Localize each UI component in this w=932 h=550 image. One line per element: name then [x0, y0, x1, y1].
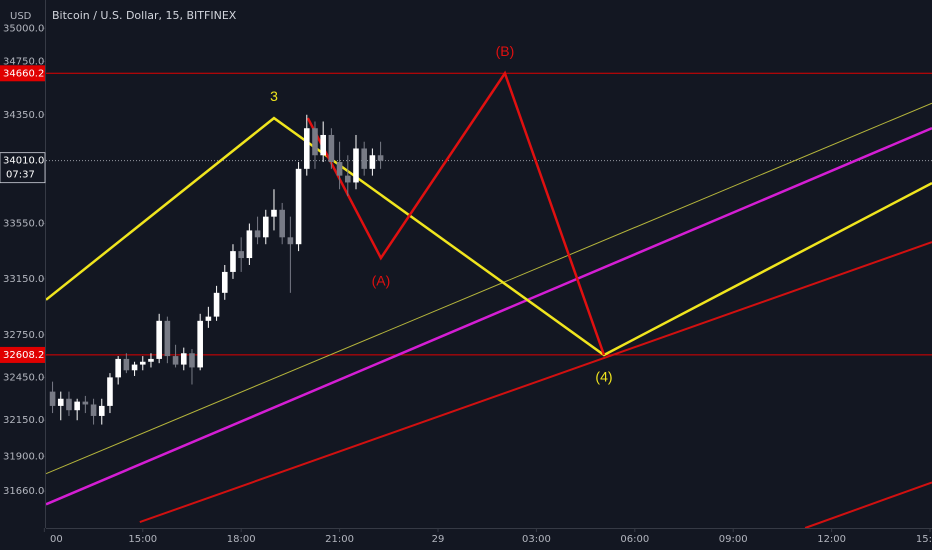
x-tick-label: 15:00 [128, 534, 157, 545]
price-label: 32608.2 [3, 350, 44, 361]
candle-body [238, 251, 244, 259]
candle-body [115, 358, 121, 378]
candle-body [180, 353, 187, 365]
trend-drawing [45, 102, 932, 475]
y-tick-label: 35000.0 [3, 23, 44, 34]
plot-area [45, 70, 932, 529]
trend-drawing [306, 70, 606, 356]
y-tick-label: 31660.0 [3, 486, 44, 497]
wave-label: (4) [595, 369, 612, 385]
price-label-box [0, 346, 45, 363]
candle-body [66, 398, 72, 411]
candle-body [139, 361, 146, 365]
candle-body [303, 128, 310, 169]
y-tick-label: 34750.0 [3, 56, 44, 67]
last-price-box [0, 152, 46, 184]
candle-body [49, 391, 56, 406]
candle-body [377, 155, 384, 161]
candle-body [271, 209, 277, 217]
trend-drawing [45, 127, 932, 506]
chart-title: Bitcoin / U.S. Dollar, 15, BITFINEX [52, 9, 237, 22]
x-tick-label: 15: [916, 534, 932, 545]
trend-drawing [804, 481, 932, 529]
candle-body [82, 401, 89, 405]
x-tick-label: 18:00 [227, 534, 256, 545]
candle-body [189, 353, 195, 368]
candle-body [148, 358, 154, 362]
candle-body [254, 230, 261, 238]
last-price-label: 34010.0 [3, 156, 44, 167]
candle-body [369, 155, 376, 169]
candle-body [164, 320, 171, 357]
candle-body [131, 364, 138, 371]
candle-body [230, 251, 236, 272]
candle-body [320, 134, 326, 156]
candle-body [361, 148, 367, 169]
y-tick-label: 32150.0 [3, 415, 44, 426]
candle-body [312, 128, 318, 156]
wave-label: (B) [496, 43, 515, 59]
candle-body [221, 271, 228, 293]
candle-body [246, 230, 253, 259]
x-tick-label: 09:00 [719, 534, 748, 545]
wave-label: 3 [270, 88, 278, 104]
y-tick-label: 33550.0 [3, 219, 44, 230]
candle-body [172, 356, 179, 365]
wave-label: (A) [372, 273, 391, 289]
candle-body [90, 404, 97, 416]
y-tick-label: 32750.0 [3, 330, 44, 341]
candle-body [213, 292, 220, 317]
candle-body [336, 162, 343, 176]
x-tick-label: 03:00 [522, 534, 551, 545]
trend-drawing [139, 241, 932, 524]
x-tick-label: 00 [50, 534, 63, 545]
y-tick-label: 31900.0 [3, 451, 44, 462]
candle-body [197, 320, 203, 368]
candle-body [98, 405, 105, 416]
x-tick-label: 06:00 [620, 534, 649, 545]
candle-body [287, 237, 294, 245]
y-tick-label: 32450.0 [3, 372, 44, 383]
currency: USD [10, 11, 32, 22]
x-tick-label: 21:00 [325, 534, 354, 545]
x-tick-label: 29 [432, 534, 445, 545]
candle-body [262, 216, 269, 238]
candle-body [353, 148, 359, 183]
price-label: 34660.2 [3, 68, 44, 79]
countdown: 07:37 [6, 170, 35, 181]
y-tick-label: 34350.0 [3, 110, 44, 121]
candle-body [279, 209, 285, 238]
y-tick-label: 33150.0 [3, 274, 44, 285]
candle-body [123, 358, 130, 371]
candle-body [74, 401, 80, 411]
candle-body [344, 175, 351, 183]
candle-body [205, 316, 212, 321]
candle-body [295, 168, 302, 245]
candle-body [328, 134, 335, 163]
candle-body [107, 377, 113, 406]
price-label-box [0, 65, 45, 82]
x-tick-label: 12:00 [817, 534, 846, 545]
candle-body [156, 320, 162, 359]
candle-body [57, 398, 64, 406]
trend-drawing [45, 116, 932, 357]
